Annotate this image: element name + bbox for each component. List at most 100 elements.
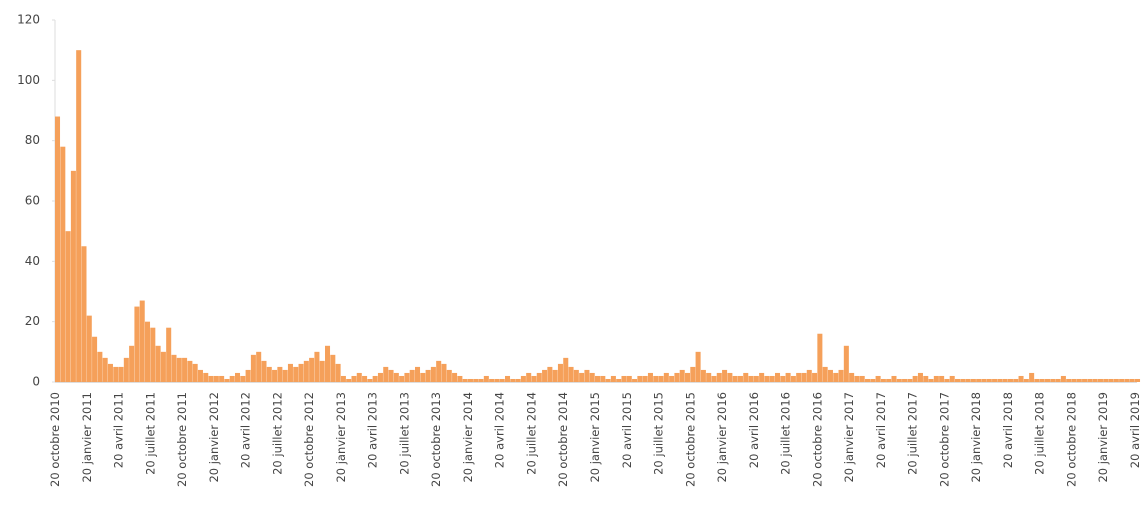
bar [568, 366, 574, 382]
bar [526, 372, 532, 382]
bar [769, 375, 775, 382]
bar [372, 375, 378, 382]
bar [743, 372, 749, 382]
x-tick-label: 20 janvier 2014 [461, 392, 475, 483]
y-tick-label: 120 [17, 13, 40, 27]
bar [81, 246, 87, 382]
x-tick-label: 20 juillet 2013 [397, 392, 411, 475]
bar [76, 50, 82, 383]
bar [632, 378, 638, 382]
bar [298, 363, 304, 382]
bar [356, 372, 362, 382]
x-tick-label: 20 janvier 2012 [207, 392, 221, 483]
bar [595, 375, 601, 382]
y-tick-label: 40 [25, 254, 40, 268]
bar [187, 360, 193, 382]
bar [494, 378, 500, 382]
bar [1119, 378, 1125, 382]
bar [404, 372, 410, 382]
bar [277, 366, 283, 382]
x-tick-label: 20 octobre 2015 [683, 392, 697, 487]
bar [557, 363, 563, 382]
x-tick-label: 20 juillet 2012 [270, 392, 284, 475]
bar [706, 372, 712, 382]
y-tick-label: 80 [25, 133, 40, 147]
bar [685, 372, 691, 382]
bar [589, 372, 595, 382]
bar [531, 375, 537, 382]
bar [917, 372, 923, 382]
bar [473, 378, 479, 382]
x-tick-label: 20 octobre 2010 [48, 392, 62, 487]
bar [870, 378, 876, 382]
bar [727, 372, 733, 382]
bar [642, 375, 648, 382]
bar [976, 378, 982, 382]
bar [981, 378, 987, 382]
bar [827, 369, 833, 382]
bar [833, 372, 839, 382]
bar [441, 363, 447, 382]
bar [319, 360, 325, 382]
bar [933, 375, 939, 382]
bar [854, 375, 860, 382]
y-tick-label: 0 [32, 375, 40, 389]
bar [700, 369, 706, 382]
bar [166, 327, 172, 382]
bar [139, 300, 145, 382]
bar [753, 375, 759, 382]
bar [584, 369, 590, 382]
bar [197, 369, 203, 382]
bar [452, 372, 458, 382]
bar [213, 375, 219, 382]
bar [483, 375, 489, 382]
bar [1018, 375, 1024, 382]
bar [65, 231, 71, 382]
bar [1129, 378, 1135, 382]
bar [679, 369, 685, 382]
bar [637, 375, 643, 382]
bar [367, 378, 373, 382]
bar [219, 375, 225, 382]
bar [1060, 375, 1066, 382]
bar [1092, 378, 1098, 382]
bar [520, 375, 526, 382]
bar [155, 345, 161, 382]
bar [182, 357, 188, 382]
x-tick-label: 20 avril 2017 [874, 392, 888, 468]
bar [462, 378, 468, 382]
x-tick-label: 20 avril 2015 [620, 392, 634, 468]
bar [150, 327, 156, 382]
bar [293, 366, 299, 382]
bar [695, 351, 701, 382]
bar [875, 375, 881, 382]
x-tick-label: 20 octobre 2018 [1064, 392, 1078, 487]
bar [489, 378, 495, 382]
bar [965, 378, 971, 382]
bar [92, 336, 98, 382]
bar [425, 369, 431, 382]
bar [129, 345, 135, 382]
bar [859, 375, 865, 382]
bar [208, 375, 214, 382]
bar [997, 378, 1003, 382]
bar [711, 375, 717, 382]
bar [1023, 378, 1029, 382]
x-tick-label: 20 janvier 2019 [1096, 392, 1110, 483]
bar [377, 372, 383, 382]
bar [86, 315, 92, 382]
bar [748, 375, 754, 382]
bar [886, 378, 892, 382]
bar [1103, 378, 1109, 382]
bar [992, 378, 998, 382]
bar [420, 372, 426, 382]
bar [928, 378, 934, 382]
bar [626, 375, 632, 382]
bar [944, 378, 950, 382]
bar [510, 378, 516, 382]
y-tick-label: 20 [25, 314, 40, 328]
bar [1034, 378, 1040, 382]
bar [1135, 378, 1141, 382]
bar [722, 369, 728, 382]
bar [690, 366, 696, 382]
